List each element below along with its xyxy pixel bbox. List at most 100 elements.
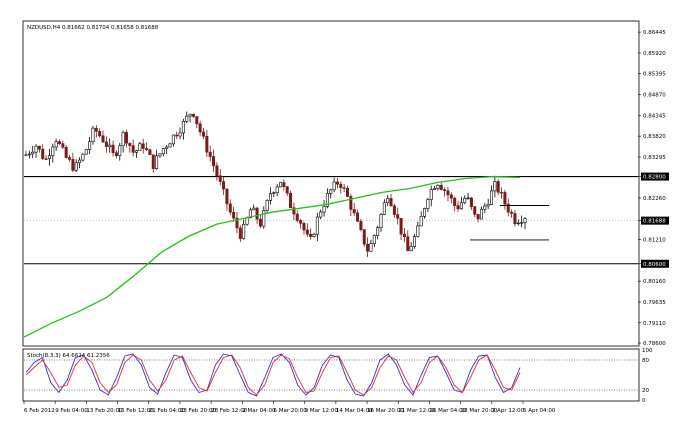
candle <box>335 178 339 189</box>
candle <box>158 153 162 158</box>
candle <box>268 187 272 205</box>
candle <box>459 196 463 210</box>
candle <box>379 212 383 232</box>
candle <box>238 225 242 242</box>
candle <box>516 219 520 226</box>
price-tick-label: 0.81210 <box>643 238 666 244</box>
candle <box>34 144 38 158</box>
time-tick: 16 Feb 12:00 <box>117 401 154 414</box>
candle <box>131 139 135 157</box>
candle <box>185 111 189 124</box>
candle <box>61 140 65 149</box>
stochastic-header: Stoch(8,3,3) 64.6624 61.2356 <box>27 353 110 359</box>
candle <box>74 159 78 173</box>
candle <box>436 184 440 191</box>
price-series <box>23 111 638 338</box>
price-tick: 0.81688 <box>638 216 669 225</box>
candle <box>476 214 480 223</box>
candle <box>208 145 212 162</box>
candle <box>161 148 165 157</box>
time-tick-label: 6 Feb 2012 <box>24 408 55 414</box>
stochastic-tick-label: 80 <box>642 358 649 364</box>
candle <box>419 211 423 227</box>
candle <box>299 218 303 229</box>
candle <box>423 207 427 219</box>
time-tick: 28 Feb 12:00 <box>210 401 248 414</box>
candle <box>201 128 205 140</box>
time-tick-label: 21 Mar 12:00 <box>398 408 435 414</box>
price-tick: 0.85920 <box>638 51 666 57</box>
time-tick: 13 Feb 20:00 <box>86 401 123 414</box>
time-tick-label: 26 Mar 04:00 <box>429 408 466 414</box>
candle <box>446 187 450 202</box>
candle <box>128 142 132 153</box>
price-tick: 0.86445 <box>638 30 666 36</box>
time-tick-label: 28 Mar 20:00 <box>461 408 498 414</box>
candle <box>429 185 433 207</box>
candle <box>155 149 159 170</box>
time-tick-label: 2 Mar 04:00 <box>242 408 276 414</box>
price-tick: 0.82800 <box>638 172 669 181</box>
candle <box>503 189 507 210</box>
candle <box>27 150 31 159</box>
candle <box>24 150 28 156</box>
candle <box>490 185 494 206</box>
candle <box>175 131 179 139</box>
candle <box>406 230 410 252</box>
candle <box>392 203 396 218</box>
stochastic-axis: 100 80 20 0 <box>642 348 653 404</box>
price-tick-label: 0.85920 <box>643 51 666 57</box>
candle <box>279 182 283 188</box>
candle <box>258 213 262 229</box>
time-tick-label: 23 Feb 20:00 <box>180 408 217 414</box>
candle <box>148 148 152 156</box>
time-tick: 28 Mar 20:00 <box>460 401 498 414</box>
candle <box>466 192 470 200</box>
candle <box>228 199 232 216</box>
candle <box>325 188 329 209</box>
candle <box>322 199 326 217</box>
candle <box>346 185 350 198</box>
candle <box>319 209 323 220</box>
time-tick: 21 Feb 04:00 <box>148 401 185 414</box>
price-tick: 0.78600 <box>638 341 666 347</box>
candle <box>101 130 105 143</box>
candle <box>191 113 195 118</box>
candle <box>416 221 420 238</box>
candle <box>47 149 51 166</box>
price-tick-label: 0.79110 <box>643 321 666 327</box>
candle <box>500 187 504 199</box>
price-tick-label: 0.82800 <box>643 175 666 181</box>
stochastic-series <box>24 353 638 397</box>
candle <box>449 192 453 204</box>
candle <box>342 183 346 193</box>
candle <box>31 145 35 159</box>
candle <box>178 127 182 140</box>
time-tick-label: 28 Feb 12:00 <box>211 408 248 414</box>
stochastic-tick-label: 100 <box>642 348 653 354</box>
candle <box>295 210 299 223</box>
candle <box>493 175 497 198</box>
candle <box>212 149 216 173</box>
time-tick-label: 14 Mar 04:00 <box>336 408 373 414</box>
candle <box>88 136 92 155</box>
price-axis: 0.86445 0.85920 0.85395 0.84870 0.84345 0.838… <box>638 30 669 347</box>
time-tick: 6 Feb 2012 <box>23 401 55 414</box>
time-tick: 21 Mar 12:00 <box>397 401 435 414</box>
price-tick-label: 0.80600 <box>643 262 666 268</box>
candle <box>57 139 61 145</box>
candle <box>359 218 363 232</box>
price-tick-label: 0.85395 <box>643 72 666 78</box>
candle <box>402 228 406 243</box>
price-tick-label: 0.84345 <box>643 113 666 119</box>
candle <box>433 185 437 191</box>
candle <box>37 145 41 153</box>
candle <box>195 116 199 129</box>
candle <box>349 193 353 217</box>
candle <box>282 179 286 191</box>
candle <box>235 211 239 234</box>
candle <box>265 199 269 213</box>
candle <box>78 157 82 169</box>
candle <box>372 234 376 248</box>
